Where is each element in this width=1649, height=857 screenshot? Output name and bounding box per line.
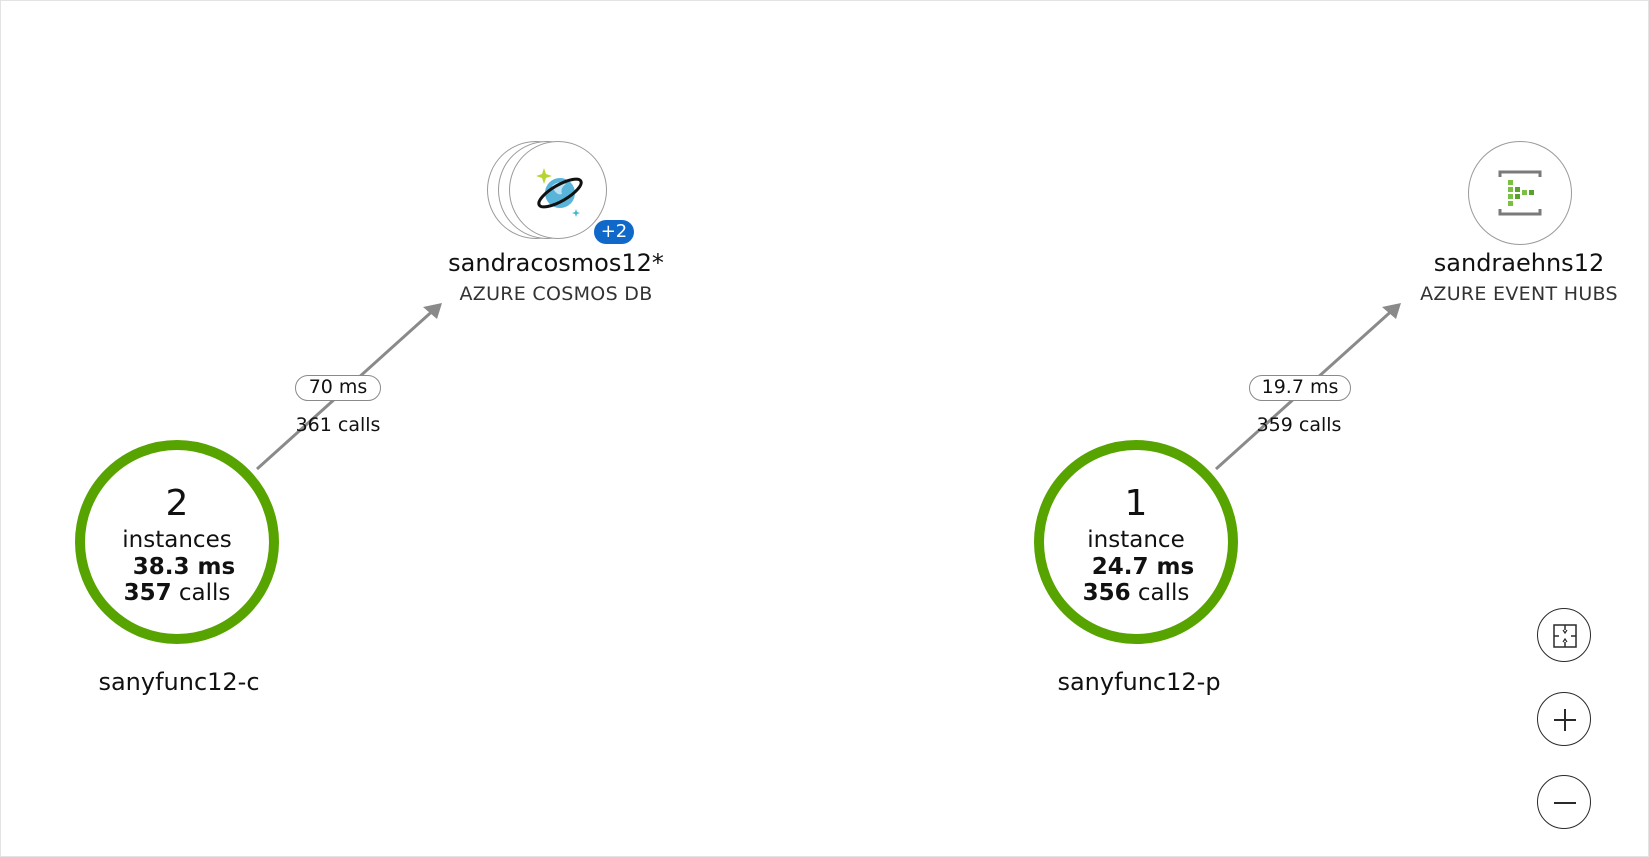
dependency-node-eventhubs[interactable]	[1468, 141, 1572, 245]
cosmos-db-icon	[536, 168, 583, 217]
avg-duration: 38.3 ms	[132, 554, 236, 580]
instance-unit: instance	[1087, 527, 1185, 553]
hidden-nodes-badge[interactable]: +2	[594, 220, 634, 244]
dependency-type-eventhubs: AZURE EVENT HUBS	[1420, 283, 1618, 305]
instance-unit: instances	[122, 527, 232, 553]
edge-eventhubs-arrow	[1382, 303, 1401, 319]
call-count-word: calls	[1137, 580, 1190, 606]
edge-latency-eventhubs[interactable]: 19.7 ms	[1249, 375, 1351, 401]
dependency-type-cosmos: AZURE COSMOS DB	[459, 283, 653, 305]
call-count: 357 calls	[85, 579, 269, 607]
app-name-sanyfunc12-p[interactable]: sanyfunc12-p	[1057, 668, 1221, 696]
edge-latency-cosmos[interactable]: 70 ms	[295, 375, 381, 401]
call-count-number: 357	[123, 580, 172, 606]
event-hubs-icon	[1498, 170, 1542, 216]
plus-icon	[1554, 709, 1576, 731]
instance-count: 1	[1124, 483, 1148, 524]
fit-to-screen-button[interactable]	[1537, 608, 1591, 662]
edge-calls-eventhubs: 359 calls	[1256, 414, 1342, 436]
dependency-name-cosmos[interactable]: sandracosmos12*	[448, 249, 664, 277]
app-name-sanyfunc12-c[interactable]: sanyfunc12-c	[98, 668, 260, 696]
instance-count: 2	[165, 483, 189, 524]
app-node-sanyfunc12-c[interactable]: 2 instances 38.3 ms 357 calls	[75, 440, 279, 644]
dependency-name-eventhubs[interactable]: sandraehns12	[1433, 249, 1605, 277]
dependency-node-cosmos[interactable]	[509, 141, 607, 239]
zoom-in-button[interactable]	[1537, 692, 1591, 746]
edge-cosmos-arrow	[423, 303, 442, 319]
call-count-number: 356	[1082, 580, 1131, 606]
app-node-sanyfunc12-p[interactable]: 1 instance 24.7 ms 356 calls	[1034, 440, 1238, 644]
edge-calls-cosmos: 361 calls	[295, 414, 381, 436]
minus-icon	[1554, 802, 1576, 804]
call-count-word: calls	[178, 580, 231, 606]
avg-duration: 24.7 ms	[1091, 554, 1195, 580]
call-count: 356 calls	[1044, 579, 1228, 607]
zoom-out-button[interactable]	[1537, 775, 1591, 829]
fit-to-screen-icon	[1553, 624, 1577, 648]
